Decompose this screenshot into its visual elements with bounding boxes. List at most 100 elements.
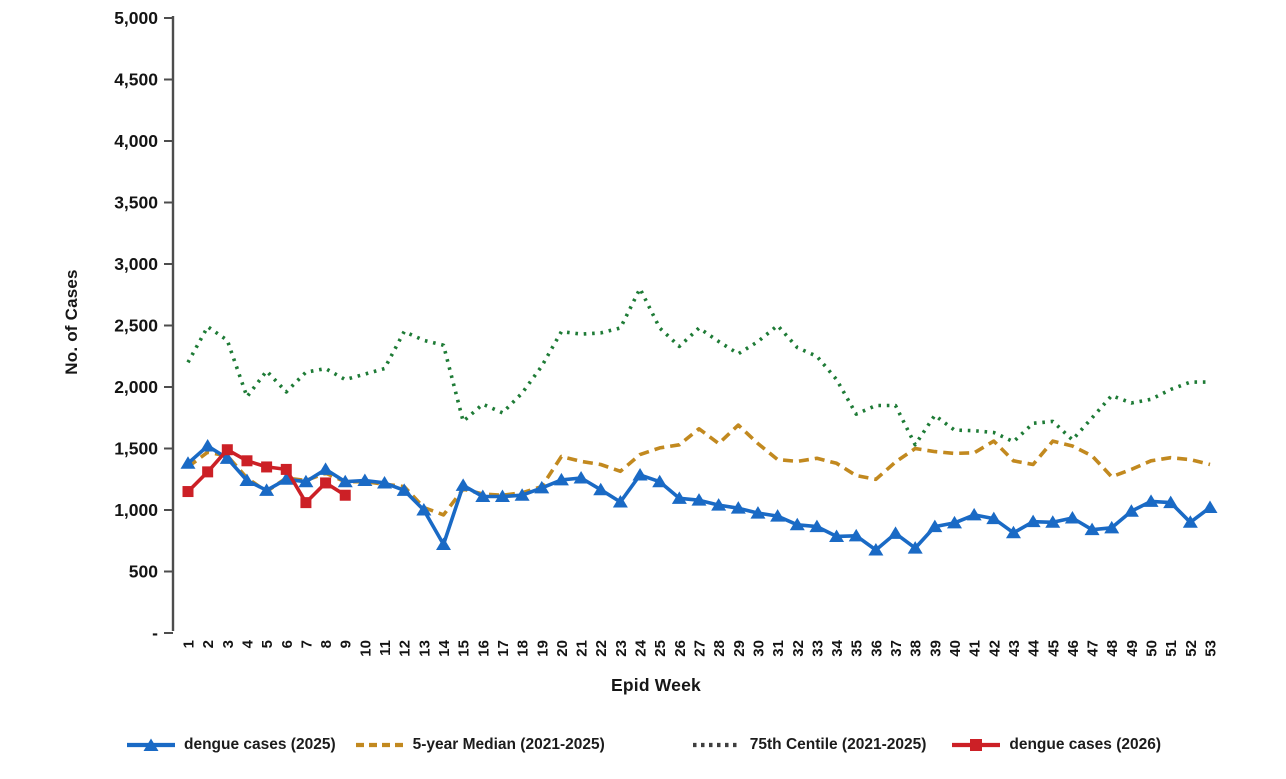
series-marker-dengue-2025 bbox=[200, 439, 216, 452]
x-tick-label: 23 bbox=[613, 640, 630, 657]
series-marker-dengue-2025 bbox=[475, 489, 491, 502]
series-marker-dengue-2026 bbox=[261, 461, 273, 473]
series-marker-dengue-2025 bbox=[671, 491, 687, 504]
series-marker-dengue-2025 bbox=[652, 474, 668, 488]
y-tick-label: 3,000 bbox=[114, 254, 158, 274]
x-tick-label: 33 bbox=[809, 640, 826, 657]
x-tick-label: 4 bbox=[239, 639, 256, 648]
legend-label-dengue-2026: dengue cases (2026) bbox=[1009, 736, 1162, 753]
series-marker-dengue-2025 bbox=[770, 509, 786, 522]
series-marker-dengue-2025 bbox=[809, 519, 825, 533]
series-marker-dengue-2025 bbox=[730, 501, 746, 514]
series-marker-dengue-2025 bbox=[416, 503, 432, 516]
series-marker-dengue-2025 bbox=[986, 511, 1002, 525]
x-tick-label: 5 bbox=[259, 640, 276, 648]
legend-swatch-dengue-2026-icon bbox=[952, 739, 1001, 751]
y-tick-label: 1,000 bbox=[114, 500, 158, 520]
series-marker-dengue-2026 bbox=[241, 455, 253, 467]
series-marker-dengue-2025 bbox=[239, 473, 255, 486]
legend-swatch-median-5yr-icon bbox=[355, 742, 404, 748]
series-marker-dengue-2025 bbox=[1202, 500, 1218, 514]
y-tick-label: - bbox=[152, 623, 158, 643]
series-marker-dengue-2026 bbox=[320, 477, 332, 489]
x-tick-label: 30 bbox=[750, 640, 767, 657]
series-marker-dengue-2025 bbox=[357, 473, 373, 486]
series-marker-dengue-2025 bbox=[1123, 504, 1139, 517]
y-tick-label: 2,000 bbox=[114, 377, 158, 397]
series-marker-dengue-2025 bbox=[514, 488, 530, 501]
x-tick-label: 3 bbox=[220, 640, 237, 648]
plot-area: 5,000 4,500 4,000 3,500 3,000 2,500 2,000 1,500… bbox=[114, 8, 1220, 657]
series-marker-dengue-2026 bbox=[339, 489, 351, 501]
legend-marker-dengue-2025 bbox=[143, 738, 159, 751]
x-tick-label: 29 bbox=[731, 640, 748, 657]
legend-marker-dengue-2026 bbox=[970, 739, 983, 751]
x-tick-label: 32 bbox=[790, 640, 807, 657]
x-tick-label: 7 bbox=[298, 640, 315, 648]
series-marker-dengue-2025 bbox=[455, 478, 471, 491]
series-marker-dengue-2025 bbox=[1182, 515, 1198, 528]
x-tick-label: 12 bbox=[397, 640, 414, 657]
series-marker-dengue-2025 bbox=[947, 515, 962, 529]
series-marker-dengue-2025 bbox=[1104, 520, 1120, 534]
x-tick-label: 53 bbox=[1203, 640, 1220, 657]
legend-label-dengue-2025: dengue cases (2025) bbox=[183, 736, 336, 753]
x-tick-label: 35 bbox=[849, 640, 866, 657]
x-tick-label: 15 bbox=[456, 640, 473, 657]
series-marker-dengue-2025 bbox=[1143, 494, 1159, 507]
x-tick-label: 39 bbox=[927, 640, 944, 657]
x-tick-label: 9 bbox=[338, 640, 355, 648]
series-marker-dengue-2026 bbox=[280, 463, 292, 475]
series-marker-dengue-2025 bbox=[337, 474, 353, 488]
x-tick-label: 34 bbox=[829, 639, 846, 656]
series-marker-dengue-2025 bbox=[1084, 522, 1100, 536]
x-tick-label: 16 bbox=[475, 640, 492, 657]
x-tick-label: 50 bbox=[1144, 640, 1161, 657]
legend-item-centile-75: 75th Centile (2021-2025) bbox=[691, 736, 927, 754]
series-marker-dengue-2025 bbox=[278, 472, 294, 485]
series-marker-dengue-2025 bbox=[553, 472, 569, 486]
x-tick-label: 27 bbox=[692, 640, 709, 657]
series-marker-dengue-2025 bbox=[612, 495, 628, 508]
y-tick-label: 4,000 bbox=[114, 131, 158, 151]
series-marker-dengue-2025 bbox=[691, 493, 707, 506]
x-tick-label: 51 bbox=[1163, 640, 1180, 657]
legend: dengue cases (2025) 5-year Median (2021-… bbox=[0, 736, 1286, 754]
y-tick-label: 3,500 bbox=[114, 193, 158, 213]
series-marker-dengue-2025 bbox=[318, 462, 334, 475]
x-tick-label: 47 bbox=[1085, 640, 1102, 657]
x-tick-label: 13 bbox=[416, 640, 433, 657]
series-marker-dengue-2025 bbox=[848, 528, 864, 542]
y-axis-title: No. of Cases bbox=[62, 269, 81, 375]
x-tick-label: 41 bbox=[967, 640, 984, 657]
series-marker-dengue-2025 bbox=[966, 507, 982, 521]
x-tick-label: 44 bbox=[1026, 639, 1043, 656]
series-marker-dengue-2025 bbox=[711, 498, 727, 511]
x-tick-label: 10 bbox=[357, 640, 374, 657]
x-tick-label: 40 bbox=[947, 640, 964, 657]
x-tick-label: 6 bbox=[279, 640, 296, 648]
series-marker-dengue-2025 bbox=[180, 456, 196, 469]
series-marker-dengue-2025 bbox=[298, 474, 314, 488]
series-marker-dengue-2025 bbox=[1064, 510, 1080, 524]
series-marker-dengue-2025 bbox=[436, 537, 451, 550]
x-tick-label: 20 bbox=[554, 640, 571, 657]
series-marker-dengue-2026 bbox=[202, 466, 214, 478]
x-tick-label: 2 bbox=[200, 640, 217, 648]
x-tick-label: 46 bbox=[1065, 640, 1082, 657]
x-tick-label: 25 bbox=[652, 640, 669, 657]
series-marker-dengue-2026 bbox=[221, 444, 233, 456]
series-marker-dengue-2025 bbox=[789, 517, 805, 531]
series-marker-dengue-2025 bbox=[593, 482, 609, 496]
series-marker-dengue-2025 bbox=[1045, 515, 1061, 528]
legend-label-centile-75: 75th Centile (2021-2025) bbox=[749, 736, 927, 753]
series-marker-dengue-2025 bbox=[888, 526, 904, 539]
series-marker-dengue-2025 bbox=[396, 483, 412, 496]
series-marker-dengue-2025 bbox=[219, 451, 235, 464]
series-marker-dengue-2025 bbox=[632, 467, 648, 481]
y-tick-label: 2,500 bbox=[114, 316, 158, 336]
x-tick-label: 26 bbox=[672, 640, 689, 657]
series-marker-dengue-2025 bbox=[907, 541, 923, 554]
series-marker-dengue-2025 bbox=[573, 471, 589, 484]
